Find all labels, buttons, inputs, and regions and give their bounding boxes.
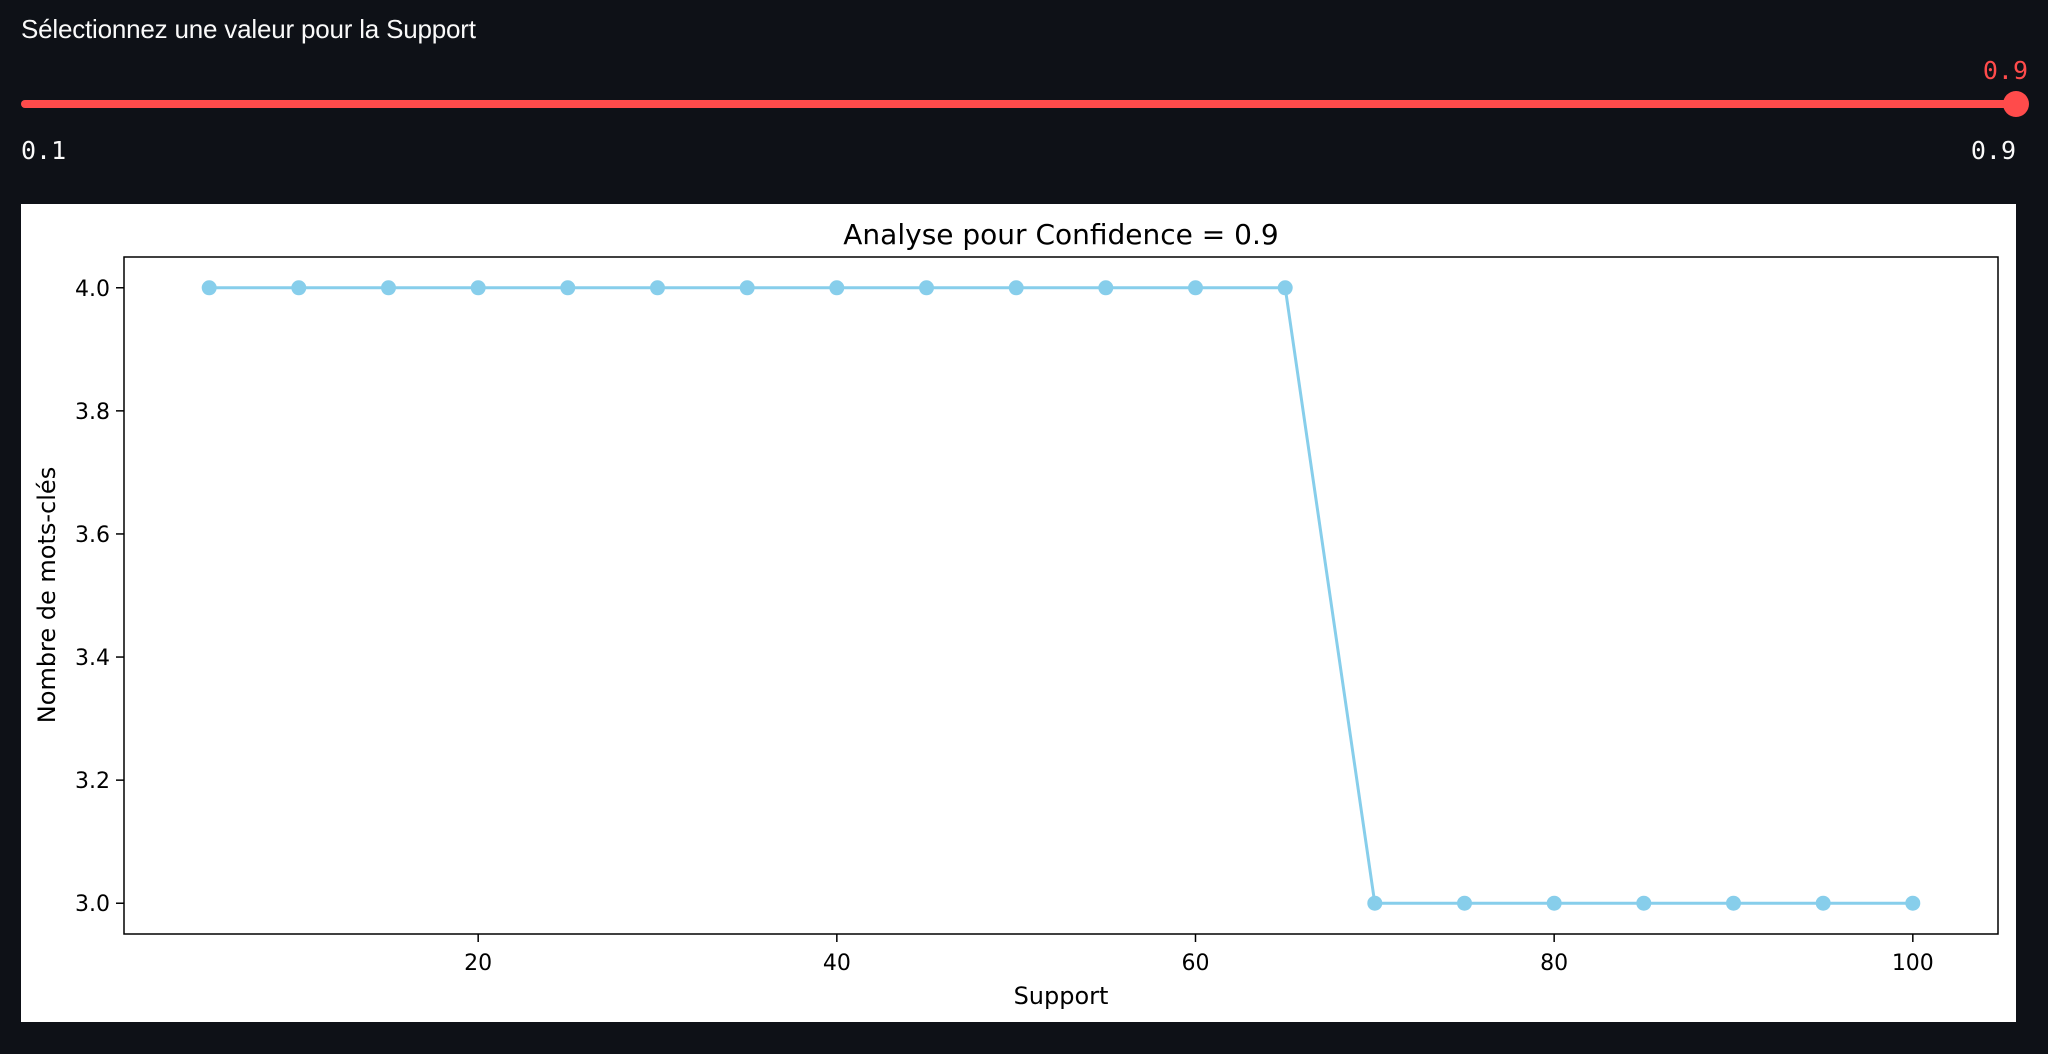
slider-max-label: 0.9 xyxy=(1970,136,2016,165)
data-point xyxy=(1457,895,1472,911)
data-point xyxy=(470,280,486,296)
y-tick-label: 3.6 xyxy=(75,523,110,548)
slider-current-value: 0.9 xyxy=(1982,56,2028,85)
data-point xyxy=(1098,280,1114,296)
slider-label: Sélectionnez une valeur pour la Support xyxy=(21,14,476,44)
y-tick-label: 3.8 xyxy=(75,400,110,425)
y-tick-label: 3.4 xyxy=(75,646,110,671)
support-slider-fill xyxy=(21,100,2016,108)
x-tick-label: 20 xyxy=(464,951,492,976)
data-point xyxy=(1636,895,1652,911)
y-axis-label: Nombre de mots-clés xyxy=(33,467,61,723)
data-point xyxy=(560,280,576,296)
data-point xyxy=(1277,280,1293,296)
y-axis-ticks: 3.0 3.2 3.4 3.6 3.8 4.0 xyxy=(75,277,124,917)
data-point xyxy=(1008,280,1024,296)
data-point xyxy=(650,280,665,296)
data-point xyxy=(381,280,396,296)
x-axis-label: Support xyxy=(1014,982,1109,1010)
x-tick-label: 80 xyxy=(1540,951,1568,976)
x-tick-label: 60 xyxy=(1181,951,1209,976)
data-point xyxy=(1905,895,1921,911)
data-point xyxy=(1726,895,1741,911)
line-chart: Analyse pour Confidence = 0.9 20 40 60 80 10… xyxy=(33,218,1999,1010)
data-point xyxy=(201,280,217,296)
y-tick-label: 3.0 xyxy=(75,892,110,917)
data-point xyxy=(1815,895,1831,911)
y-tick-label: 4.0 xyxy=(75,277,110,302)
chart-title: Analyse pour Confidence = 0.9 xyxy=(843,218,1278,251)
support-slider-thumb[interactable] xyxy=(2003,91,2029,117)
support-slider-track[interactable] xyxy=(21,91,2029,117)
data-point xyxy=(919,280,934,296)
data-point xyxy=(1188,280,1203,296)
y-tick-label: 3.2 xyxy=(75,769,110,794)
series-points xyxy=(201,280,1921,911)
x-tick-label: 40 xyxy=(823,951,851,976)
data-point xyxy=(739,280,755,296)
data-point xyxy=(1546,895,1562,911)
chart-figure: Analyse pour Confidence = 0.9 20 40 60 80 10… xyxy=(21,204,2016,1022)
series-line xyxy=(209,286,1913,905)
axes-frame xyxy=(123,256,1999,935)
data-point xyxy=(829,280,845,296)
x-axis-ticks: 20 40 60 80 100 xyxy=(464,934,1934,976)
data-point xyxy=(291,280,307,296)
slider-min-label: 0.1 xyxy=(21,136,67,165)
x-tick-label: 100 xyxy=(1892,951,1934,976)
data-point xyxy=(1367,895,1383,911)
